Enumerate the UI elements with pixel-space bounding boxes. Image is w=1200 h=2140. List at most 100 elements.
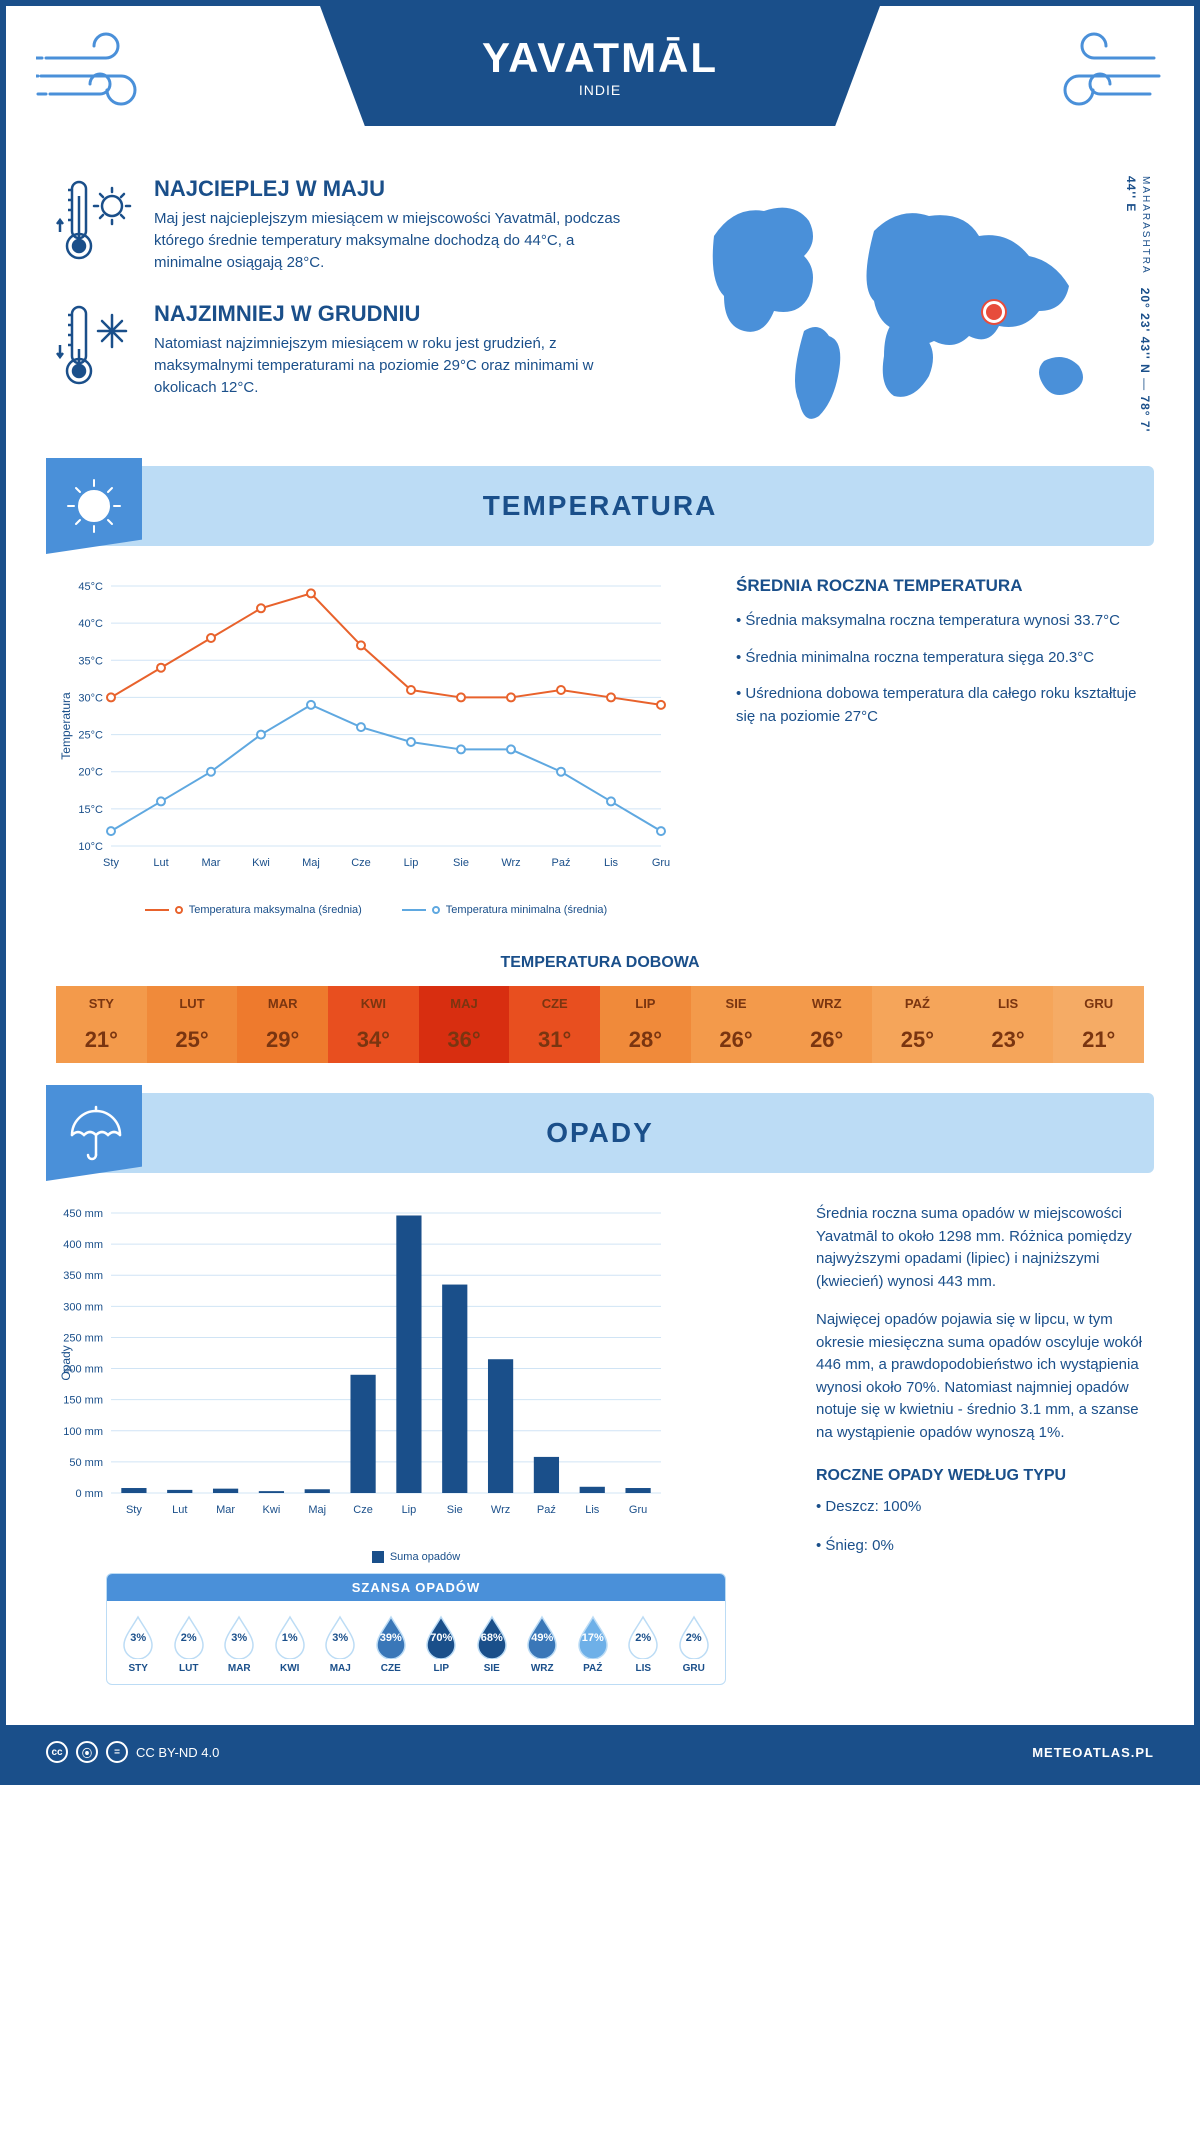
svg-text:Wrz: Wrz bbox=[501, 857, 520, 869]
fact-text: Maj jest najcieplejszym miesiącem w miej… bbox=[154, 208, 644, 273]
chance-cell: 3%MAR bbox=[214, 1615, 265, 1674]
umbrella-icon bbox=[46, 1085, 142, 1181]
country-name: INDIE bbox=[579, 82, 621, 98]
chart-legend: Suma opadów bbox=[56, 1551, 776, 1563]
intro-section: NAJCIEPLEJ W MAJU Maj jest najcieplejszy… bbox=[6, 146, 1194, 456]
svg-text:100 mm: 100 mm bbox=[63, 1426, 103, 1438]
coordinates: MAHARASHTRA 20° 23' 43'' N — 78° 7' 44''… bbox=[1124, 176, 1152, 436]
daily-temp-title: TEMPERATURA DOBOWA bbox=[6, 954, 1194, 972]
daily-temp-heatmap: STY21°LUT25°MAR29°KWI34°MAJ36°CZE31°LIP2… bbox=[56, 986, 1144, 1063]
section-banner-precip: OPADY bbox=[46, 1093, 1154, 1173]
svg-text:350 mm: 350 mm bbox=[63, 1270, 103, 1282]
svg-text:40°C: 40°C bbox=[78, 618, 103, 630]
section-banner-temp: TEMPERATURA bbox=[46, 466, 1154, 546]
svg-text:Gru: Gru bbox=[629, 1504, 647, 1516]
location-marker bbox=[983, 301, 1005, 323]
chance-cell: 68%SIE bbox=[467, 1615, 518, 1674]
chance-cell: 3%STY bbox=[113, 1615, 164, 1674]
wind-icon bbox=[36, 28, 156, 118]
heat-cell: WRZ26° bbox=[781, 986, 872, 1063]
chance-cell: 2%GRU bbox=[669, 1615, 720, 1674]
svg-text:Sie: Sie bbox=[447, 1504, 463, 1516]
wind-icon bbox=[1044, 28, 1164, 118]
section-title: TEMPERATURA bbox=[483, 490, 718, 522]
header: YAVATMĀL INDIE bbox=[6, 6, 1194, 146]
heat-cell: LIS23° bbox=[963, 986, 1054, 1063]
heat-cell: LIP28° bbox=[600, 986, 691, 1063]
svg-text:Kwi: Kwi bbox=[252, 857, 270, 869]
svg-text:Sty: Sty bbox=[126, 1504, 142, 1516]
chance-cell: 17%PAŹ bbox=[568, 1615, 619, 1674]
svg-text:Cze: Cze bbox=[351, 857, 371, 869]
chance-cell: 70%LIP bbox=[416, 1615, 467, 1674]
svg-text:Sty: Sty bbox=[103, 857, 119, 869]
svg-text:Lip: Lip bbox=[402, 1504, 417, 1516]
temp-info: ŚREDNIA ROCZNA TEMPERATURA • Średnia mak… bbox=[736, 576, 1144, 916]
svg-text:300 mm: 300 mm bbox=[63, 1301, 103, 1313]
svg-text:45°C: 45°C bbox=[78, 581, 103, 593]
svg-text:Lis: Lis bbox=[585, 1504, 600, 1516]
svg-text:0 mm: 0 mm bbox=[76, 1488, 104, 1500]
fact-text: Natomiast najzimniejszym miesiącem w rok… bbox=[154, 333, 644, 398]
heat-cell: STY21° bbox=[56, 986, 147, 1063]
infographic-frame: YAVATMĀL INDIE NAJCIEPLEJ W MAJU Maj jes… bbox=[0, 0, 1200, 1785]
fact-warmest: NAJCIEPLEJ W MAJU Maj jest najcieplejszy… bbox=[56, 176, 644, 273]
world-map bbox=[684, 176, 1124, 436]
heat-cell: PAŹ25° bbox=[872, 986, 963, 1063]
svg-text:10°C: 10°C bbox=[78, 841, 103, 853]
svg-text:Lip: Lip bbox=[404, 857, 419, 869]
svg-text:Maj: Maj bbox=[308, 1504, 326, 1516]
precip-chance-box: SZANSA OPADÓW 3%STY2%LUT3%MAR1%KWI3%MAJ3… bbox=[106, 1573, 726, 1685]
title-banner: YAVATMĀL INDIE bbox=[320, 6, 880, 126]
svg-text:Lut: Lut bbox=[172, 1504, 187, 1516]
chance-cell: 3%MAJ bbox=[315, 1615, 366, 1674]
by-icon: ⦿ bbox=[76, 1741, 98, 1763]
svg-text:Sie: Sie bbox=[453, 857, 469, 869]
svg-text:150 mm: 150 mm bbox=[63, 1395, 103, 1407]
site-name: METEOATLAS.PL bbox=[1032, 1745, 1154, 1760]
section-title: OPADY bbox=[546, 1117, 654, 1149]
heat-cell: MAR29° bbox=[237, 986, 328, 1063]
thermometer-sun-icon bbox=[56, 176, 136, 266]
svg-text:Paź: Paź bbox=[537, 1504, 556, 1516]
svg-text:30°C: 30°C bbox=[78, 692, 103, 704]
footer: cc ⦿ = CC BY-ND 4.0 METEOATLAS.PL bbox=[6, 1725, 1194, 1779]
svg-text:Mar: Mar bbox=[202, 857, 221, 869]
heat-cell: GRU21° bbox=[1053, 986, 1144, 1063]
fact-title: NAJZIMNIEJ W GRUDNIU bbox=[154, 301, 644, 327]
svg-text:25°C: 25°C bbox=[78, 730, 103, 742]
chance-cell: 49%WRZ bbox=[517, 1615, 568, 1674]
svg-text:Maj: Maj bbox=[302, 857, 320, 869]
svg-text:Lut: Lut bbox=[153, 857, 168, 869]
svg-text:Kwi: Kwi bbox=[263, 1504, 281, 1516]
chart-legend: Temperatura maksymalna (średnia) Tempera… bbox=[56, 904, 696, 916]
chance-cell: 39%CZE bbox=[366, 1615, 417, 1674]
thermometer-snow-icon bbox=[56, 301, 136, 391]
chance-cell: 2%LUT bbox=[164, 1615, 215, 1674]
fact-coldest: NAJZIMNIEJ W GRUDNIU Natomiast najzimnie… bbox=[56, 301, 644, 398]
svg-text:35°C: 35°C bbox=[78, 655, 103, 667]
fact-title: NAJCIEPLEJ W MAJU bbox=[154, 176, 644, 202]
svg-text:250 mm: 250 mm bbox=[63, 1332, 103, 1344]
temperature-line-chart: 10°C15°C20°C25°C30°C35°C40°C45°CStyLutMa… bbox=[56, 576, 676, 896]
heat-cell: CZE31° bbox=[509, 986, 600, 1063]
sun-icon bbox=[46, 458, 142, 554]
svg-text:Temperatura: Temperatura bbox=[59, 692, 73, 760]
precipitation-bar-chart: 0 mm50 mm100 mm150 mm200 mm250 mm300 mm3… bbox=[56, 1203, 676, 1543]
svg-text:Mar: Mar bbox=[216, 1504, 235, 1516]
svg-text:Lis: Lis bbox=[604, 857, 619, 869]
svg-text:400 mm: 400 mm bbox=[63, 1239, 103, 1251]
heat-cell: MAJ36° bbox=[419, 986, 510, 1063]
city-name: YAVATMĀL bbox=[320, 34, 880, 82]
precip-info: Średnia roczna suma opadów w miejscowośc… bbox=[816, 1203, 1144, 1715]
svg-text:450 mm: 450 mm bbox=[63, 1208, 103, 1220]
svg-text:50 mm: 50 mm bbox=[69, 1457, 103, 1469]
cc-icon: cc bbox=[46, 1741, 68, 1763]
nd-icon: = bbox=[106, 1741, 128, 1763]
svg-text:Cze: Cze bbox=[353, 1504, 373, 1516]
heat-cell: SIE26° bbox=[691, 986, 782, 1063]
chance-cell: 2%LIS bbox=[618, 1615, 669, 1674]
svg-text:Gru: Gru bbox=[652, 857, 670, 869]
svg-text:Paź: Paź bbox=[552, 857, 571, 869]
svg-text:Opady: Opady bbox=[59, 1345, 73, 1380]
